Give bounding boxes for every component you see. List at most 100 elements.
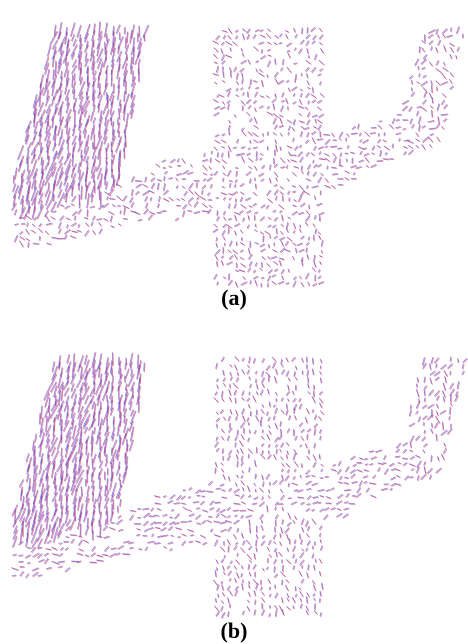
vector-glyph xyxy=(228,36,231,40)
vector-glyph xyxy=(243,29,247,32)
vector-glyph xyxy=(230,423,231,428)
vector-glyph xyxy=(215,141,220,144)
vector-glyph xyxy=(203,204,208,208)
vector-glyph xyxy=(307,211,311,215)
vector-glyph xyxy=(250,561,252,563)
vector-glyph xyxy=(307,409,310,414)
vector-glyph xyxy=(224,173,227,175)
vector-glyph xyxy=(71,373,76,383)
vector-glyph xyxy=(280,533,281,537)
vector-glyph xyxy=(117,196,122,200)
vector-glyph xyxy=(60,519,61,528)
vector-glyph xyxy=(324,185,330,187)
vector-glyph xyxy=(364,471,369,472)
vector-glyph xyxy=(228,546,229,553)
vector-glyph xyxy=(238,462,239,468)
vector-glyph xyxy=(306,223,308,227)
vector-glyph xyxy=(169,198,174,202)
vector-glyph xyxy=(281,572,286,577)
vector-glyph xyxy=(288,512,291,518)
vector-glyph xyxy=(122,57,127,69)
vector-glyph xyxy=(307,74,308,79)
vector-glyph xyxy=(326,159,330,162)
vector-glyph xyxy=(12,505,17,516)
vector-glyph xyxy=(214,580,218,585)
vector-glyph xyxy=(51,201,56,211)
vector-glyph xyxy=(33,225,36,228)
vector-glyph xyxy=(287,443,290,446)
vector-glyph xyxy=(319,233,321,235)
vector-glyph xyxy=(224,217,226,220)
vector-glyph xyxy=(175,218,178,221)
vector-glyph xyxy=(257,385,258,390)
vector-glyph xyxy=(274,542,276,544)
vector-glyph xyxy=(169,517,173,518)
vector-glyph xyxy=(154,543,160,544)
vector-glyph xyxy=(320,61,325,65)
vector-glyph xyxy=(345,178,349,180)
vector-glyph xyxy=(318,502,322,503)
vector-glyph xyxy=(55,499,56,507)
vector-glyph xyxy=(373,147,375,151)
vector-glyph xyxy=(137,508,140,509)
vector-glyph xyxy=(269,401,270,406)
vector-glyph xyxy=(267,505,268,511)
vector-glyph xyxy=(71,374,76,384)
vector-glyph xyxy=(276,449,277,454)
panel-a xyxy=(12,21,464,288)
vector-glyph xyxy=(261,580,262,585)
vector-glyph xyxy=(422,48,425,52)
vector-glyph xyxy=(319,417,322,421)
vector-glyph xyxy=(72,438,77,450)
vector-glyph xyxy=(182,178,186,179)
vector-glyph xyxy=(210,206,213,208)
vector-glyph xyxy=(320,455,321,460)
vector-glyph xyxy=(308,49,309,54)
vector-glyph xyxy=(441,454,444,460)
vector-glyph xyxy=(86,223,89,227)
vector-glyph xyxy=(58,120,62,136)
vector-glyph xyxy=(215,48,219,52)
vector-glyph xyxy=(26,121,31,133)
vector-glyph xyxy=(213,41,219,44)
vector-glyph xyxy=(301,283,304,287)
vector-glyph xyxy=(320,539,321,542)
vector-glyph xyxy=(254,140,258,143)
vector-glyph xyxy=(183,159,186,164)
vector-glyph xyxy=(260,489,264,493)
vector-glyph xyxy=(260,70,263,73)
vector-glyph xyxy=(262,278,265,279)
vector-glyph xyxy=(121,211,122,214)
vector-glyph xyxy=(256,416,259,422)
vector-glyph xyxy=(242,131,246,136)
vector-glyph xyxy=(197,183,198,189)
vector-glyph xyxy=(63,381,68,390)
vector-glyph xyxy=(306,408,309,413)
vector-glyph xyxy=(376,160,382,161)
vector-glyph xyxy=(249,449,253,453)
vector-glyph xyxy=(320,496,324,497)
vector-glyph xyxy=(241,156,244,162)
vector-glyph xyxy=(274,262,278,265)
vector-glyph xyxy=(66,537,69,538)
vector-glyph xyxy=(237,553,238,556)
vector-glyph xyxy=(424,423,425,427)
vector-glyph xyxy=(288,160,290,163)
vector-glyph xyxy=(105,172,106,185)
vector-glyph xyxy=(268,375,269,382)
vector-glyph xyxy=(223,81,226,83)
vector-glyph xyxy=(65,536,68,537)
vector-glyph xyxy=(222,141,227,144)
vector-glyph xyxy=(339,166,343,167)
vector-glyph xyxy=(276,551,277,556)
vector-glyph xyxy=(75,110,76,117)
vector-glyph xyxy=(211,158,212,163)
vector-glyph xyxy=(203,166,207,171)
vector-glyph xyxy=(237,461,238,467)
vector-glyph xyxy=(346,138,347,142)
vector-glyph xyxy=(436,363,437,367)
vector-glyph xyxy=(112,482,116,496)
vector-glyph xyxy=(75,216,76,221)
vector-glyph xyxy=(46,232,49,235)
vector-glyph xyxy=(267,283,268,287)
